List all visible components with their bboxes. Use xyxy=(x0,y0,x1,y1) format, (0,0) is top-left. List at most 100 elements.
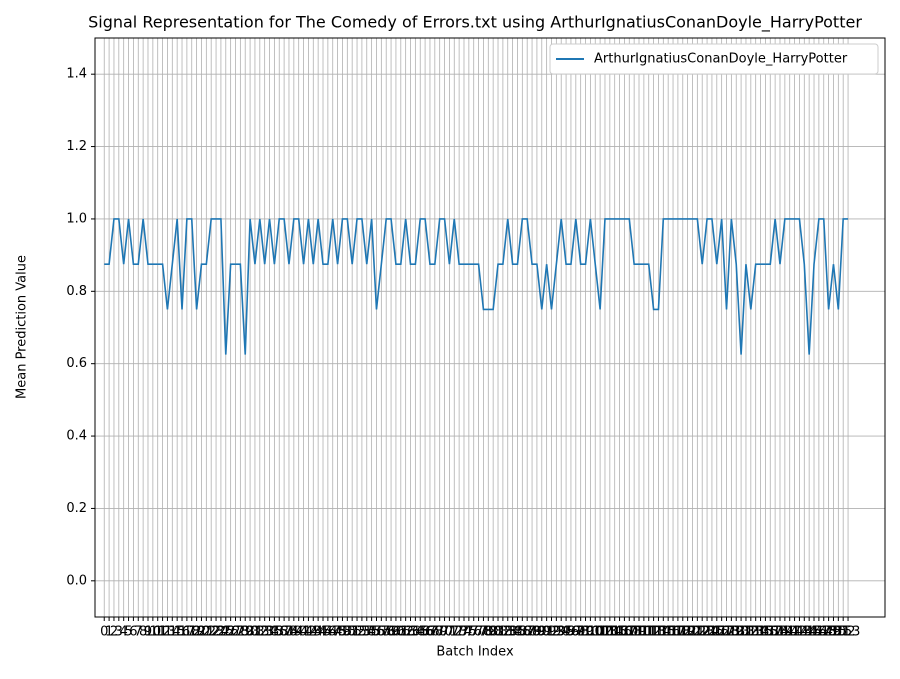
x-tick-label: 22 xyxy=(203,625,220,640)
x-tick-label: 72 xyxy=(446,625,463,640)
x-tick-label: 84 xyxy=(504,625,521,640)
x-tick-label: 57 xyxy=(373,625,390,640)
x-tick-label: 76 xyxy=(465,625,482,640)
x-tick-label: 28 xyxy=(232,625,249,640)
x-tick-label: 121 xyxy=(680,625,705,640)
x-tick-label: 136 xyxy=(753,625,778,640)
x-tick-label: 42 xyxy=(300,625,317,640)
y-tick-label: 0.2 xyxy=(66,501,87,516)
x-tick-label: 90 xyxy=(534,625,551,640)
x-tick-label: 102 xyxy=(588,625,613,640)
x-tick-label: 18 xyxy=(183,625,200,640)
x-tick-label: 43 xyxy=(305,625,322,640)
x-tick-label: 73 xyxy=(451,625,468,640)
y-tick-label: 1.4 xyxy=(66,67,87,82)
x-tick-label: 45 xyxy=(315,625,332,640)
x-tick-label: 17 xyxy=(179,625,196,640)
x-tick-label: 141 xyxy=(777,625,802,640)
x-tick-label: 26 xyxy=(222,625,239,640)
x-tick-label: 52 xyxy=(349,625,366,640)
x-tick-label: 104 xyxy=(597,625,622,640)
x-tick-label: 69 xyxy=(431,625,448,640)
x-tick-label: 138 xyxy=(763,625,788,640)
x-tick-label: 97 xyxy=(568,625,585,640)
y-tick-label: 1.2 xyxy=(66,139,87,154)
x-tick-label: 64 xyxy=(407,625,424,640)
x-tick-label: 81 xyxy=(490,625,507,640)
x-tick-label: 20 xyxy=(193,625,210,640)
x-tick-label: 96 xyxy=(563,625,580,640)
x-tick-label: 7 xyxy=(134,625,142,640)
x-tick-label: 91 xyxy=(538,625,555,640)
x-tick-label: 41 xyxy=(295,625,312,640)
x-tick-label: 135 xyxy=(748,625,773,640)
x-tick-label: 23 xyxy=(208,625,225,640)
x-tick-label: 107 xyxy=(612,625,637,640)
x-tick-label: 5 xyxy=(124,625,132,640)
x-tick-label: 49 xyxy=(334,625,351,640)
x-tick-label: 99 xyxy=(577,625,594,640)
x-tick-label: 137 xyxy=(758,625,783,640)
x-tick-label: 112 xyxy=(636,625,661,640)
x-tick-label: 32 xyxy=(252,625,269,640)
x-tick-label: 9 xyxy=(144,625,152,640)
x-tick-label: 30 xyxy=(242,625,259,640)
x-tick-label: 46 xyxy=(320,625,337,640)
x-tick-label: 54 xyxy=(358,625,375,640)
x-tick-label: 51 xyxy=(344,625,361,640)
x-tick-label: 58 xyxy=(378,625,395,640)
x-tick-label: 14 xyxy=(164,625,181,640)
x-tick-label: 67 xyxy=(422,625,439,640)
x-tick-label: 4 xyxy=(120,625,128,640)
y-tick-label: 0.4 xyxy=(66,429,87,444)
x-tick-label: 34 xyxy=(261,625,278,640)
x-tick-label: 129 xyxy=(719,625,744,640)
x-tick-label: 78 xyxy=(475,625,492,640)
x-tick-label: 148 xyxy=(811,625,836,640)
x-tick-label: 142 xyxy=(782,625,807,640)
x-tick-label: 113 xyxy=(641,625,666,640)
x-tick-label: 85 xyxy=(509,625,526,640)
x-tick-label: 66 xyxy=(417,625,434,640)
x-tick-label: 109 xyxy=(622,625,647,640)
x-tick-label: 132 xyxy=(734,625,759,640)
x-tick-label: 3 xyxy=(115,625,123,640)
x-tick-label: 12 xyxy=(154,625,171,640)
x-tick-label: 115 xyxy=(651,625,676,640)
x-tick-label: 15 xyxy=(169,625,186,640)
x-tick-label: 144 xyxy=(792,625,817,640)
legend-box xyxy=(549,43,879,75)
x-tick-label: 13 xyxy=(159,625,176,640)
x-tick-label: 94 xyxy=(553,625,570,640)
x-tick-label: 47 xyxy=(324,625,341,640)
x-tick-label: 145 xyxy=(797,625,822,640)
x-tick-label: 151 xyxy=(826,625,851,640)
plot-frame xyxy=(94,37,886,618)
x-tick-label: 103 xyxy=(593,625,618,640)
x-tick-label: 149 xyxy=(816,625,841,640)
data-line xyxy=(104,218,849,355)
x-tick-label: 63 xyxy=(402,625,419,640)
x-tick-label: 10 xyxy=(145,625,162,640)
x-tick-label: 88 xyxy=(524,625,541,640)
x-tick-label: 139 xyxy=(768,625,793,640)
x-tick-label: 93 xyxy=(548,625,565,640)
x-tick-label: 37 xyxy=(276,625,293,640)
x-tick-label: 74 xyxy=(456,625,473,640)
x-tick-label: 150 xyxy=(821,625,846,640)
x-tick-label: 146 xyxy=(802,625,827,640)
x-tick-label: 92 xyxy=(543,625,560,640)
x-tick-label: 119 xyxy=(670,625,695,640)
x-tick-label: 75 xyxy=(461,625,478,640)
x-tick-label: 86 xyxy=(514,625,531,640)
x-tick-label: 24 xyxy=(213,625,230,640)
x-tick-label: 44 xyxy=(310,625,327,640)
x-tick-label: 39 xyxy=(286,625,303,640)
x-tick-label: 0 xyxy=(100,625,108,640)
x-tick-label: 40 xyxy=(290,625,307,640)
x-tick-label: 29 xyxy=(237,625,254,640)
x-tick-label: 105 xyxy=(602,625,627,640)
y-tick-label: 0.6 xyxy=(66,356,87,371)
x-tick-label: 130 xyxy=(724,625,749,640)
x-tick-label: 83 xyxy=(499,625,516,640)
